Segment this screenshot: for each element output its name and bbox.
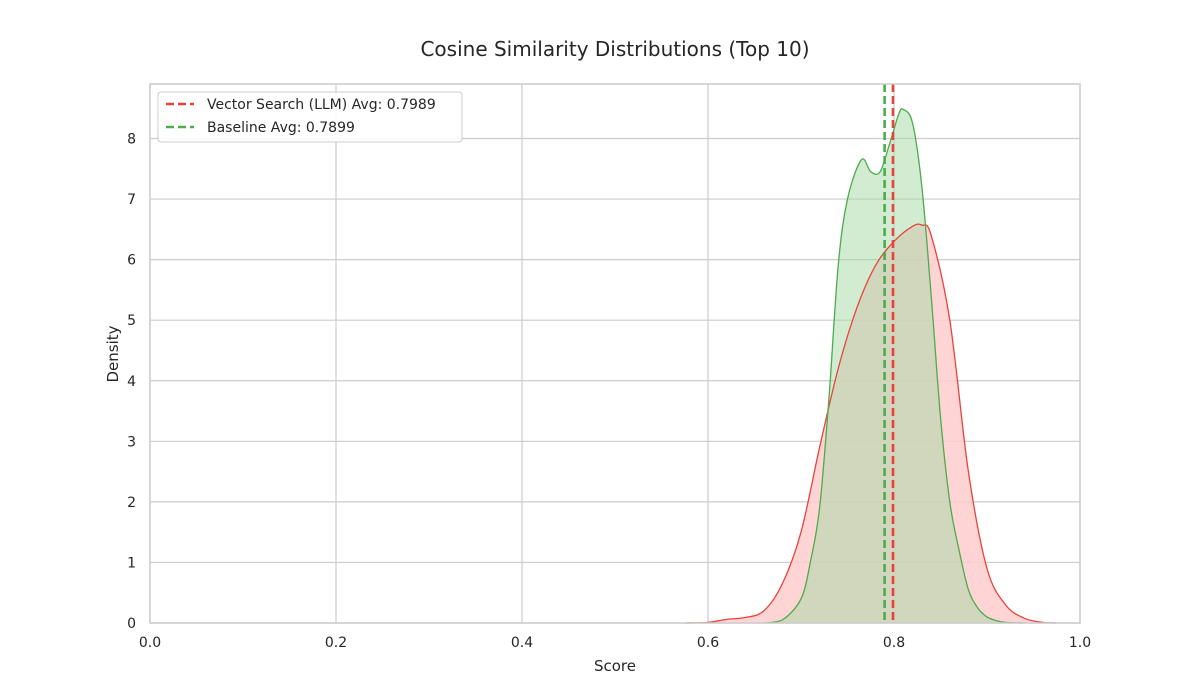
x-tick-label: 0.8 — [883, 635, 905, 651]
legend-entry: Baseline Avg: 0.7899 — [207, 120, 355, 136]
x-axis-label: Score — [594, 657, 636, 675]
density-areas — [684, 108, 1057, 623]
y-tick-label: 6 — [127, 253, 136, 269]
chart-title: Cosine Similarity Distributions (Top 10) — [420, 37, 809, 61]
y-tick-label: 3 — [127, 434, 136, 450]
x-tick-label: 0.6 — [697, 635, 719, 651]
y-tick-label: 7 — [127, 192, 136, 208]
baseline-density-line — [763, 108, 1025, 624]
legend: Vector Search (LLM) Avg: 0.7989 Baseline … — [157, 91, 463, 143]
y-tick-labels: 0 1 2 3 4 5 6 7 8 — [127, 132, 136, 632]
y-tick-label: 5 — [127, 313, 136, 329]
plot-frame — [149, 83, 1081, 624]
density-lines — [684, 108, 1057, 624]
y-tick-label: 8 — [127, 132, 136, 148]
y-axis-label: Density — [104, 325, 122, 382]
y-tick-label: 0 — [127, 616, 136, 632]
average-lines — [883, 84, 895, 623]
x-tick-label: 0.2 — [325, 635, 347, 651]
legend-entry: Vector Search (LLM) Avg: 0.7989 — [207, 97, 436, 113]
x-tick-label: 0.4 — [511, 635, 533, 651]
y-tick-label: 2 — [127, 495, 136, 511]
x-tick-label: 0.0 — [139, 635, 161, 651]
x-tick-labels: 0.0 0.2 0.4 0.6 0.8 1.0 — [139, 635, 1091, 651]
x-tick-label: 1.0 — [1069, 635, 1091, 651]
y-tick-label: 1 — [127, 555, 136, 571]
vector-search-density-line — [684, 223, 1057, 624]
legend-box — [157, 91, 463, 143]
y-tick-label: 4 — [127, 374, 136, 390]
